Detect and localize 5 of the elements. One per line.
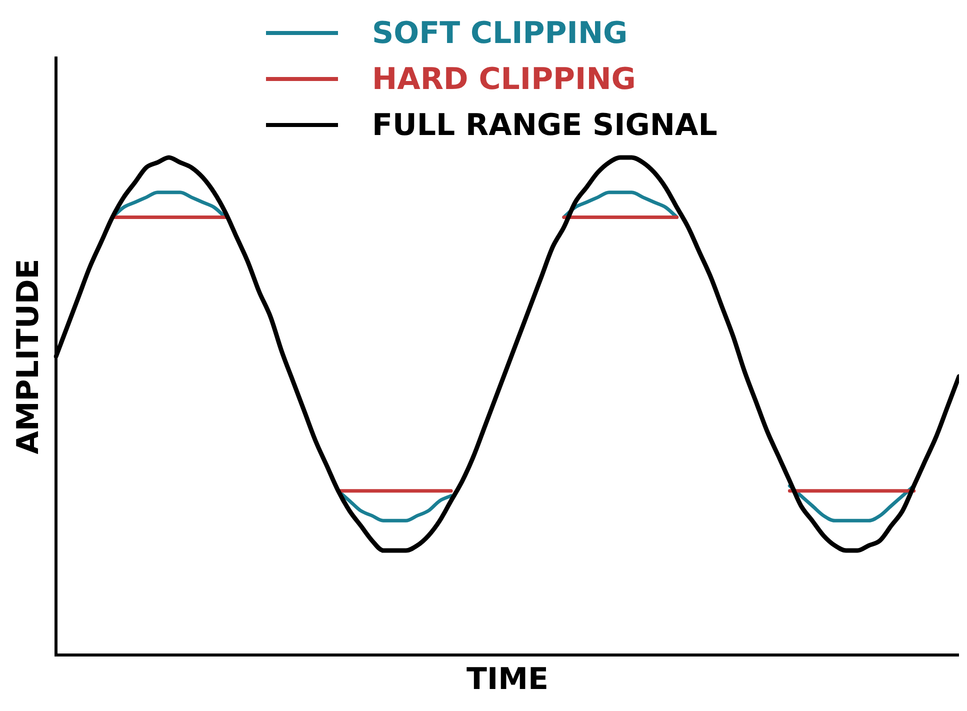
x-axis-title: TIME [466, 662, 548, 697]
legend-label: HARD CLIPPING [372, 62, 636, 96]
y-axis-title: AMPLITUDE [10, 258, 46, 454]
legend-label: SOFT CLIPPING [372, 16, 628, 50]
legend-label: FULL RANGE SIGNAL [372, 108, 718, 142]
